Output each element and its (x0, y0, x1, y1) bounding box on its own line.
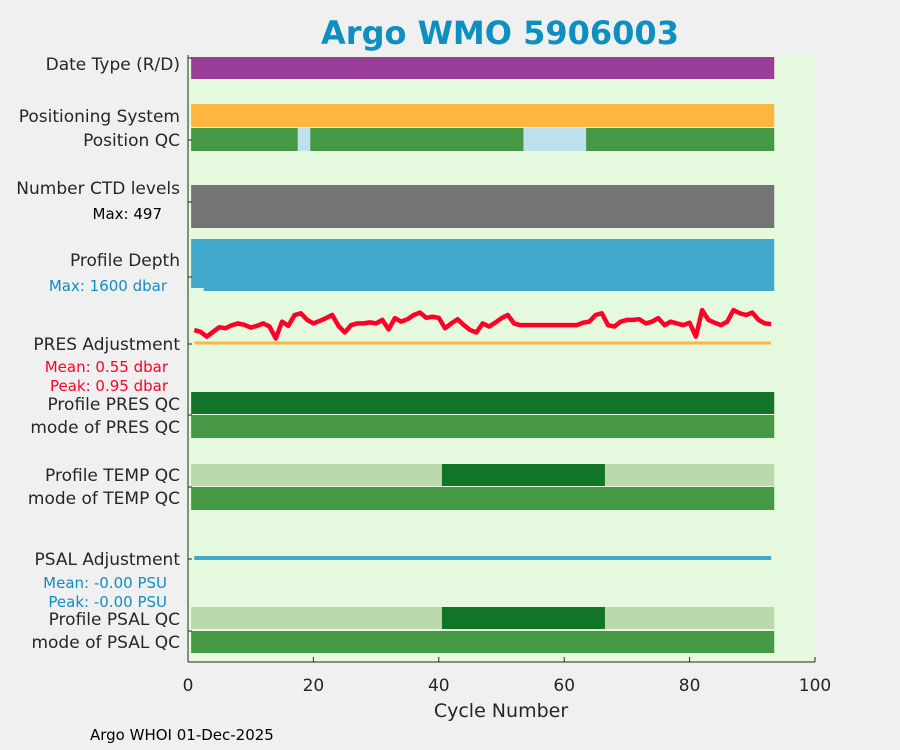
psal-mean-label: Mean: -0.00 PSU (43, 574, 167, 592)
psal-peak-label: Peak: -0.00 PSU (48, 593, 167, 611)
label-mode-psal-qc: mode of PSAL QC (31, 633, 180, 653)
position-qc-bar-flagged-segment (297, 128, 311, 151)
label-position-qc: Position QC (83, 131, 180, 151)
label-profile-pres-qc: Profile PRES QC (47, 395, 180, 415)
x-tick-label: 40 (428, 676, 450, 696)
position-qc-bar (191, 128, 775, 151)
label-profile-depth: Profile Depth (70, 251, 180, 271)
x-axis-label: Cycle Number (434, 700, 568, 722)
x-tick-label: 80 (679, 676, 701, 696)
label-pres-adjustment: PRES Adjustment (33, 335, 180, 355)
chart-title: Argo WMO 5906003 (321, 14, 679, 52)
x-tick-label: 100 (799, 676, 831, 696)
x-tick-label: 20 (303, 676, 325, 696)
label-profile-temp-qc: Profile TEMP QC (45, 466, 180, 486)
label-mode-temp-qc: mode of TEMP QC (28, 489, 180, 509)
pres-peak-label: Peak: 0.95 dbar (50, 377, 169, 395)
mode-temp-qc-bar (191, 487, 775, 510)
profile-temp-qc-bar-flagged-segment (441, 464, 605, 486)
profile-psal-qc-bar-flagged-segment (441, 607, 605, 629)
profile-pres-qc-bar (191, 392, 775, 414)
date-type-bar (191, 57, 775, 79)
profile-depth-shallow-segment (191, 288, 204, 292)
label-positioning-system: Positioning System (19, 107, 180, 127)
plot-background (188, 55, 815, 662)
label-profile-psal-qc: Profile PSAL QC (49, 610, 180, 630)
position-qc-bar-flagged-segment (523, 128, 587, 151)
ctd-max-label: Max: 497 (93, 205, 162, 223)
label-date-type: Date Type (R/D) (46, 55, 180, 75)
pres-mean-label: Mean: 0.55 dbar (45, 358, 169, 376)
ctd-levels-bar (191, 185, 775, 228)
x-tick-label: 0 (183, 676, 194, 696)
footer-credit: Argo WHOI 01-Dec-2025 (90, 726, 274, 744)
mode-psal-qc-bar (191, 631, 775, 653)
depth-max-label: Max: 1600 dbar (49, 277, 168, 295)
mode-pres-qc-bar (191, 415, 775, 438)
label-mode-pres-qc: mode of PRES QC (30, 418, 180, 438)
label-psal-adjustment: PSAL Adjustment (35, 550, 181, 570)
x-tick-label: 60 (553, 676, 575, 696)
profile-depth-bar (191, 239, 775, 291)
label-ctd-levels: Number CTD levels (16, 179, 180, 199)
positioning-system-bar (191, 104, 775, 127)
